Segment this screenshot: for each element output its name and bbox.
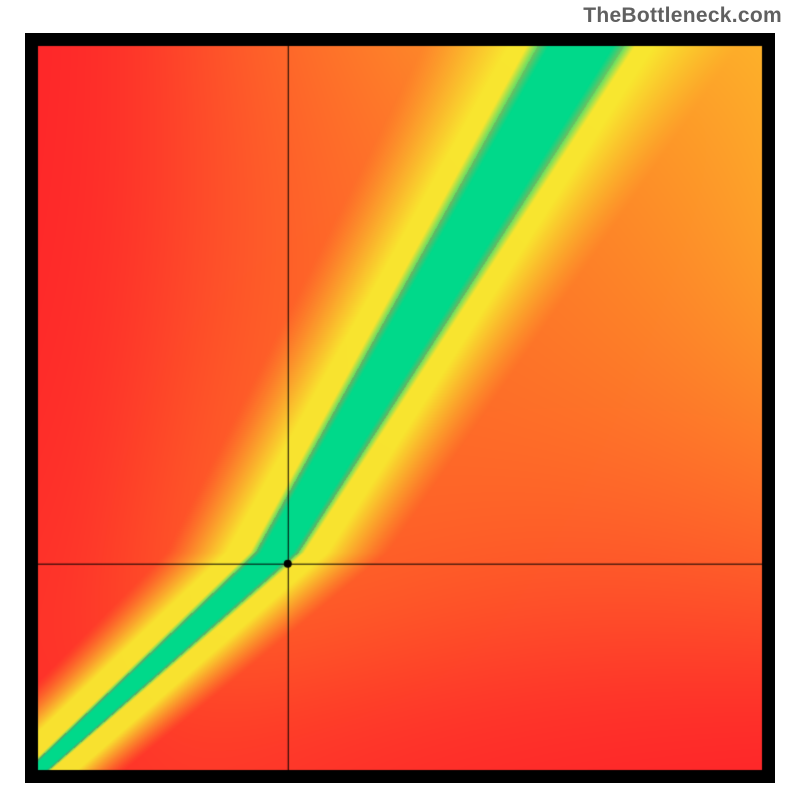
heatmap-plot <box>25 33 775 783</box>
image-container: TheBottleneck.com <box>0 0 800 800</box>
heatmap-canvas <box>25 33 775 783</box>
watermark-text: TheBottleneck.com <box>583 4 782 28</box>
